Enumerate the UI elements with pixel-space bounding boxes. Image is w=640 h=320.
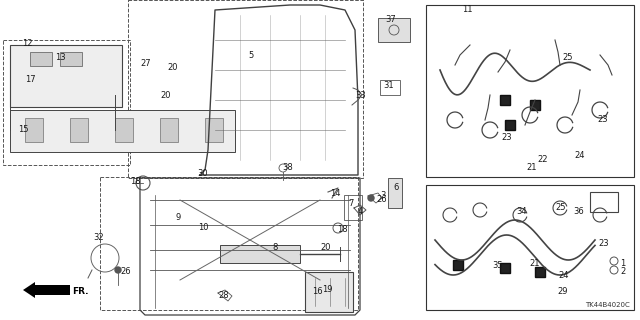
Text: 23: 23 xyxy=(597,116,607,124)
Text: 22: 22 xyxy=(537,156,547,164)
Text: 31: 31 xyxy=(383,81,394,90)
Bar xyxy=(220,245,300,263)
Text: 17: 17 xyxy=(25,76,36,84)
Bar xyxy=(500,263,510,273)
Text: 24: 24 xyxy=(558,271,568,281)
Text: 35: 35 xyxy=(492,260,502,269)
Bar xyxy=(115,118,133,142)
Text: 18: 18 xyxy=(130,178,141,187)
Text: 1: 1 xyxy=(620,259,625,268)
Text: 9: 9 xyxy=(175,213,180,222)
Text: 36: 36 xyxy=(573,206,584,215)
Text: 15: 15 xyxy=(18,125,29,134)
Text: 10: 10 xyxy=(198,222,209,231)
Text: 13: 13 xyxy=(55,53,66,62)
Bar xyxy=(160,118,178,142)
Text: TK44B4020C: TK44B4020C xyxy=(585,302,630,308)
Text: 34: 34 xyxy=(516,206,527,215)
Bar xyxy=(530,100,540,110)
Bar xyxy=(10,45,122,107)
Bar xyxy=(378,18,410,42)
Bar xyxy=(3,40,130,165)
Text: 20: 20 xyxy=(167,63,177,73)
Bar xyxy=(344,195,362,220)
Text: 8: 8 xyxy=(272,243,277,252)
Text: 23: 23 xyxy=(598,239,609,249)
Text: 23: 23 xyxy=(501,133,511,142)
Text: 6: 6 xyxy=(393,183,398,193)
Text: 37: 37 xyxy=(385,15,396,25)
Bar xyxy=(128,0,363,178)
Text: 38: 38 xyxy=(282,164,292,172)
Text: 18: 18 xyxy=(337,226,348,235)
Text: 21: 21 xyxy=(529,259,540,268)
Text: 27: 27 xyxy=(140,59,150,68)
Text: 30: 30 xyxy=(197,170,207,179)
Text: 20: 20 xyxy=(320,244,330,252)
Bar xyxy=(10,110,235,152)
Text: 25: 25 xyxy=(555,204,566,212)
Text: 25: 25 xyxy=(562,53,573,62)
Bar xyxy=(380,80,400,95)
Text: 2: 2 xyxy=(620,268,625,276)
Text: 26: 26 xyxy=(376,196,387,204)
Circle shape xyxy=(368,195,374,201)
Circle shape xyxy=(115,267,121,273)
Text: 24: 24 xyxy=(574,150,584,159)
Bar xyxy=(60,52,82,66)
Text: 3: 3 xyxy=(380,190,385,199)
Bar xyxy=(500,95,510,105)
Text: 26: 26 xyxy=(120,268,131,276)
Bar xyxy=(30,52,52,66)
Text: 29: 29 xyxy=(557,286,568,295)
Text: 20: 20 xyxy=(160,91,170,100)
Bar xyxy=(70,118,88,142)
Text: 21: 21 xyxy=(526,164,536,172)
Text: 12: 12 xyxy=(22,38,33,47)
Text: 16: 16 xyxy=(312,287,323,297)
Bar xyxy=(305,272,353,312)
Text: 4: 4 xyxy=(358,207,364,217)
Text: 7: 7 xyxy=(348,198,353,207)
Bar xyxy=(205,118,223,142)
Bar xyxy=(426,5,634,177)
Bar xyxy=(453,260,463,270)
Text: 19: 19 xyxy=(322,284,333,293)
Bar xyxy=(535,267,545,277)
Bar xyxy=(100,177,358,310)
Text: 5: 5 xyxy=(248,51,253,60)
Text: 28: 28 xyxy=(218,291,228,300)
Text: 11: 11 xyxy=(462,5,472,14)
Text: 14: 14 xyxy=(330,188,340,197)
Bar xyxy=(388,178,402,208)
Text: 33: 33 xyxy=(355,91,365,100)
Bar xyxy=(25,118,43,142)
Text: FR.: FR. xyxy=(72,286,88,295)
Bar xyxy=(505,120,515,130)
FancyArrow shape xyxy=(23,282,70,298)
Bar xyxy=(590,192,618,212)
Text: 32: 32 xyxy=(93,234,104,243)
Bar xyxy=(426,185,634,310)
